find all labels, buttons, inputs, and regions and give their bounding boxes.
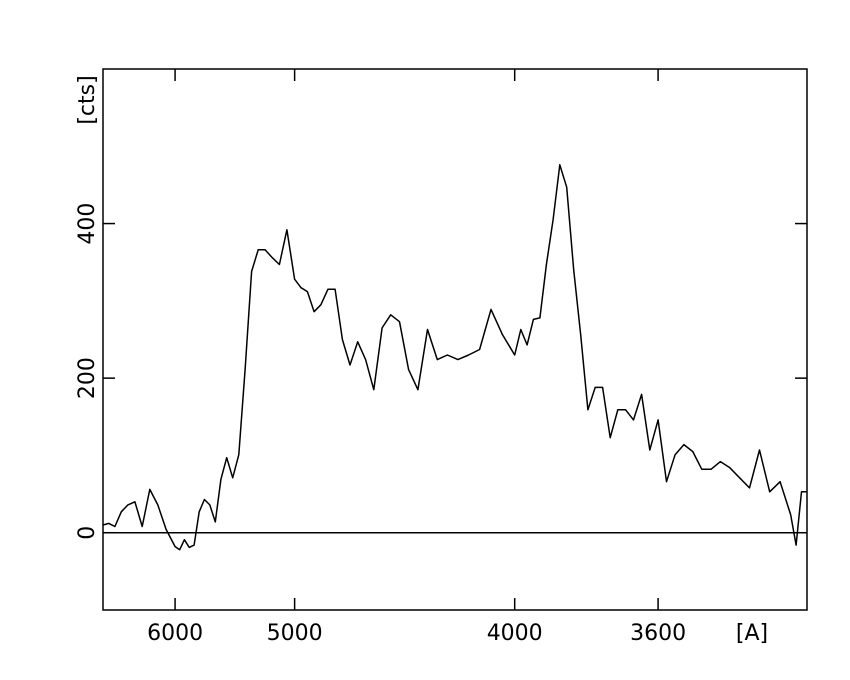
plot-frame: [102, 68, 808, 611]
y-tick-label: 400: [75, 203, 100, 245]
y-tick-label: 0: [75, 526, 100, 540]
x-tick-label: 5000: [267, 621, 323, 646]
x-axis-label: [A]: [736, 621, 768, 646]
y-tick-label: 200: [75, 357, 100, 399]
x-tick-label: 4000: [487, 621, 543, 646]
y-axis-label: [cts]: [75, 75, 100, 124]
x-tick-label: 3600: [630, 621, 686, 646]
x-tick-label: 6000: [147, 621, 203, 646]
spectrum-line: [102, 164, 807, 551]
